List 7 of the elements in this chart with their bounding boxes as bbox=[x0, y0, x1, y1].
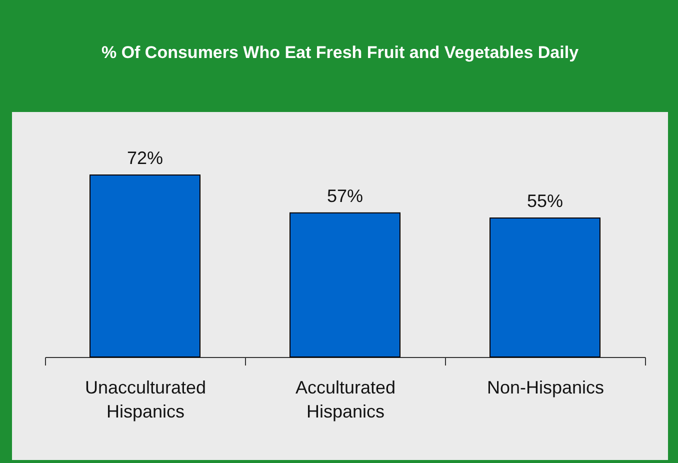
x-tick-label: Acculturated Hispanics bbox=[295, 378, 396, 422]
x-tick-label: Unacculturated Hispanics bbox=[84, 378, 206, 422]
data-label: 72% bbox=[126, 148, 164, 168]
x-tick-label: Non-Hispanics bbox=[486, 378, 604, 398]
chart-title: % Of Consumers Who Eat Fresh Fruit and Vegetables Daily bbox=[101, 43, 580, 62]
data-label: 57% bbox=[326, 186, 364, 206]
data-label: 55% bbox=[526, 190, 564, 211]
